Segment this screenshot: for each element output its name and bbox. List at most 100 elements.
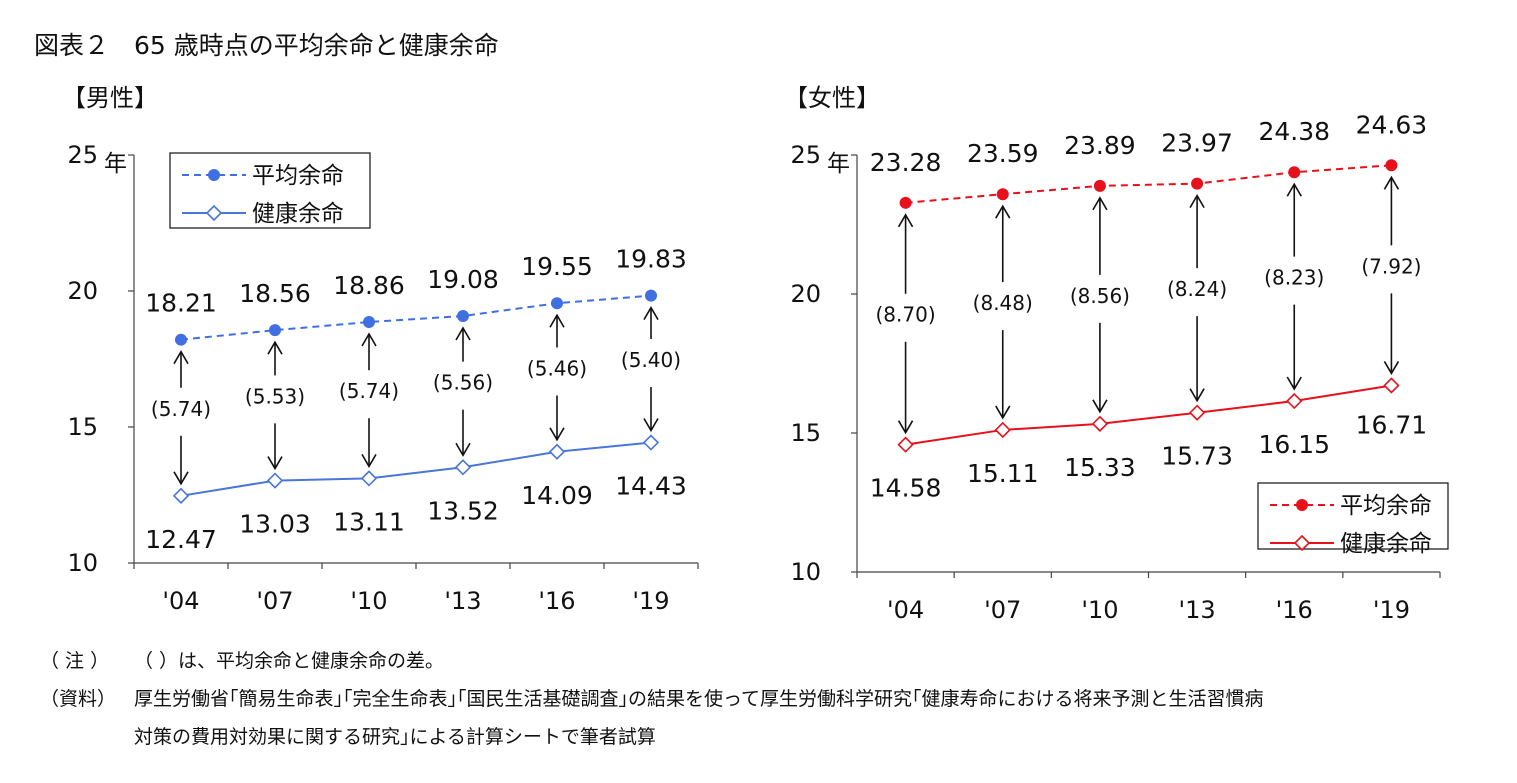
marker-avg bbox=[175, 333, 187, 346]
series-line-healthy bbox=[180, 441, 652, 497]
legend-marker bbox=[1293, 534, 1311, 552]
panel-label-male: 【男性】 bbox=[62, 84, 158, 112]
legend-box bbox=[1257, 482, 1449, 550]
difference-arrow-up-head bbox=[267, 340, 283, 355]
x-tick-label: '10 bbox=[350, 587, 387, 615]
data-label-avg: 18.56 bbox=[239, 279, 311, 308]
difference-label: (7.92) bbox=[1361, 254, 1421, 278]
marker-healthy bbox=[642, 434, 660, 451]
difference-arrow-down-head bbox=[173, 471, 189, 486]
marker-avg bbox=[269, 324, 281, 337]
difference-arrow-down-head bbox=[995, 405, 1011, 420]
difference-arrow-down-head bbox=[549, 427, 565, 442]
difference-label: (5.74) bbox=[339, 379, 399, 403]
data-label-avg: 23.89 bbox=[1064, 131, 1136, 160]
y-tick-label: 20 bbox=[67, 277, 98, 305]
difference-arrow-down-head bbox=[643, 418, 659, 433]
marker-healthy bbox=[1188, 404, 1206, 421]
marker-healthy bbox=[172, 487, 190, 504]
data-label-avg: 19.83 bbox=[615, 245, 687, 274]
marker-avg bbox=[551, 297, 563, 310]
source-text: 厚生労働省｢簡易生命表｣｢完全生命表｣｢国民生活基礎調査｣の結果を使って厚生労働… bbox=[134, 688, 1264, 710]
y-unit-label: 年 bbox=[827, 151, 850, 177]
x-tick-label: '19 bbox=[632, 587, 669, 615]
marker-avg bbox=[996, 188, 1009, 201]
difference-label: (5.56) bbox=[433, 371, 493, 395]
data-label-healthy: 16.71 bbox=[1356, 410, 1428, 439]
data-label-avg: 18.86 bbox=[333, 271, 405, 300]
marker-healthy bbox=[1383, 377, 1400, 394]
legend-box bbox=[169, 152, 371, 229]
legend-marker bbox=[208, 169, 220, 181]
legend-label: 平均余命 bbox=[1340, 493, 1432, 519]
data-label-healthy: 15.73 bbox=[1161, 442, 1233, 471]
y-tick-label: 10 bbox=[790, 558, 821, 586]
difference-arrow-up-head bbox=[643, 306, 659, 321]
difference-arrow-down-head bbox=[1092, 399, 1108, 414]
note-line: （ 注 ） （ ）は、平均余命と健康余命の差。 bbox=[40, 646, 444, 673]
data-label-avg: 23.97 bbox=[1161, 129, 1233, 158]
data-label-healthy: 14.58 bbox=[870, 474, 942, 503]
marker-avg bbox=[457, 310, 469, 323]
panel-label-female: 【女性】 bbox=[784, 84, 880, 112]
data-label-healthy: 16.15 bbox=[1258, 430, 1330, 459]
marker-avg bbox=[1288, 166, 1301, 179]
legend-label: 健康余命 bbox=[252, 201, 344, 227]
difference-arrow-down-head bbox=[267, 456, 283, 471]
difference-arrow-up-head bbox=[1383, 175, 1400, 190]
marker-avg bbox=[645, 289, 657, 302]
x-tick-label: '16 bbox=[538, 587, 575, 615]
difference-label: (5.40) bbox=[621, 348, 681, 372]
difference-arrow-up-head bbox=[455, 326, 471, 341]
data-label-avg: 24.38 bbox=[1258, 117, 1330, 146]
difference-label: (5.53) bbox=[245, 384, 305, 408]
difference-arrow-down-head bbox=[361, 454, 377, 468]
data-label-healthy: 13.52 bbox=[427, 496, 499, 525]
data-label-avg: 24.63 bbox=[1356, 110, 1428, 139]
difference-label: (5.46) bbox=[527, 356, 587, 380]
male-chart: 10 15 20 25 年 '04 '07 '10 '13 '16 '19 (5.74) (5.53) (… bbox=[67, 141, 699, 615]
x-tick-label: '10 bbox=[1081, 596, 1118, 624]
marker-healthy bbox=[454, 459, 472, 476]
difference-label: (8.48) bbox=[973, 291, 1033, 315]
marker-healthy bbox=[994, 421, 1011, 439]
difference-arrow-up-head bbox=[1286, 182, 1302, 197]
legend-label: 平均余命 bbox=[252, 163, 344, 189]
data-label-avg: 19.55 bbox=[521, 252, 593, 281]
data-label-healthy: 14.43 bbox=[615, 472, 687, 501]
y-tick-label: 20 bbox=[790, 280, 821, 308]
difference-arrow-up-head bbox=[1092, 196, 1108, 211]
difference-arrow-up-head bbox=[361, 332, 377, 347]
female-chart: 10 15 20 25 年 '04 '07 '10 '13 '16 '19 (8.70) (8.48) (… bbox=[790, 110, 1449, 624]
difference-arrow-up-head bbox=[173, 350, 189, 365]
difference-arrow-down-head bbox=[455, 442, 471, 457]
difference-label: (8.70) bbox=[876, 303, 936, 327]
data-label-avg: 19.08 bbox=[427, 265, 499, 294]
y-unit-label: 年 bbox=[104, 151, 127, 177]
source-text-2: 対策の費用対効果に関する研究｣による計算シートで筆者試算 bbox=[134, 726, 656, 748]
difference-arrow-down-head bbox=[1383, 361, 1400, 376]
x-tick-label: '07 bbox=[984, 596, 1021, 624]
data-label-avg: 18.21 bbox=[145, 289, 217, 318]
x-tick-label: '13 bbox=[444, 587, 481, 615]
x-tick-label: '04 bbox=[162, 587, 199, 615]
x-tick-label: '16 bbox=[1276, 596, 1313, 624]
difference-label: (8.23) bbox=[1264, 266, 1324, 290]
difference-arrow-up-head bbox=[995, 204, 1011, 219]
marker-avg bbox=[1191, 177, 1204, 190]
y-tick-label: 15 bbox=[67, 413, 98, 441]
marker-healthy bbox=[1091, 415, 1109, 432]
series-line-healthy bbox=[905, 384, 1392, 446]
source-line: （資料） 厚生労働省｢簡易生命表｣｢完全生命表｣｢国民生活基礎調査｣の結果を使って… bbox=[40, 684, 1264, 711]
x-tick-label: '19 bbox=[1373, 596, 1410, 624]
source-head: （資料） bbox=[40, 688, 117, 710]
figure-title: 図表２ 65 歳時点の平均余命と健康余命 bbox=[34, 31, 499, 60]
data-label-healthy: 12.47 bbox=[145, 525, 217, 554]
legend-marker bbox=[205, 204, 223, 222]
difference-arrow-down-head bbox=[897, 420, 914, 435]
series-line-avg bbox=[180, 294, 652, 341]
marker-avg bbox=[899, 196, 912, 209]
y-tick-label: 10 bbox=[67, 549, 98, 577]
x-tick-label: '13 bbox=[1179, 596, 1216, 624]
x-tick-label: '07 bbox=[256, 587, 293, 615]
